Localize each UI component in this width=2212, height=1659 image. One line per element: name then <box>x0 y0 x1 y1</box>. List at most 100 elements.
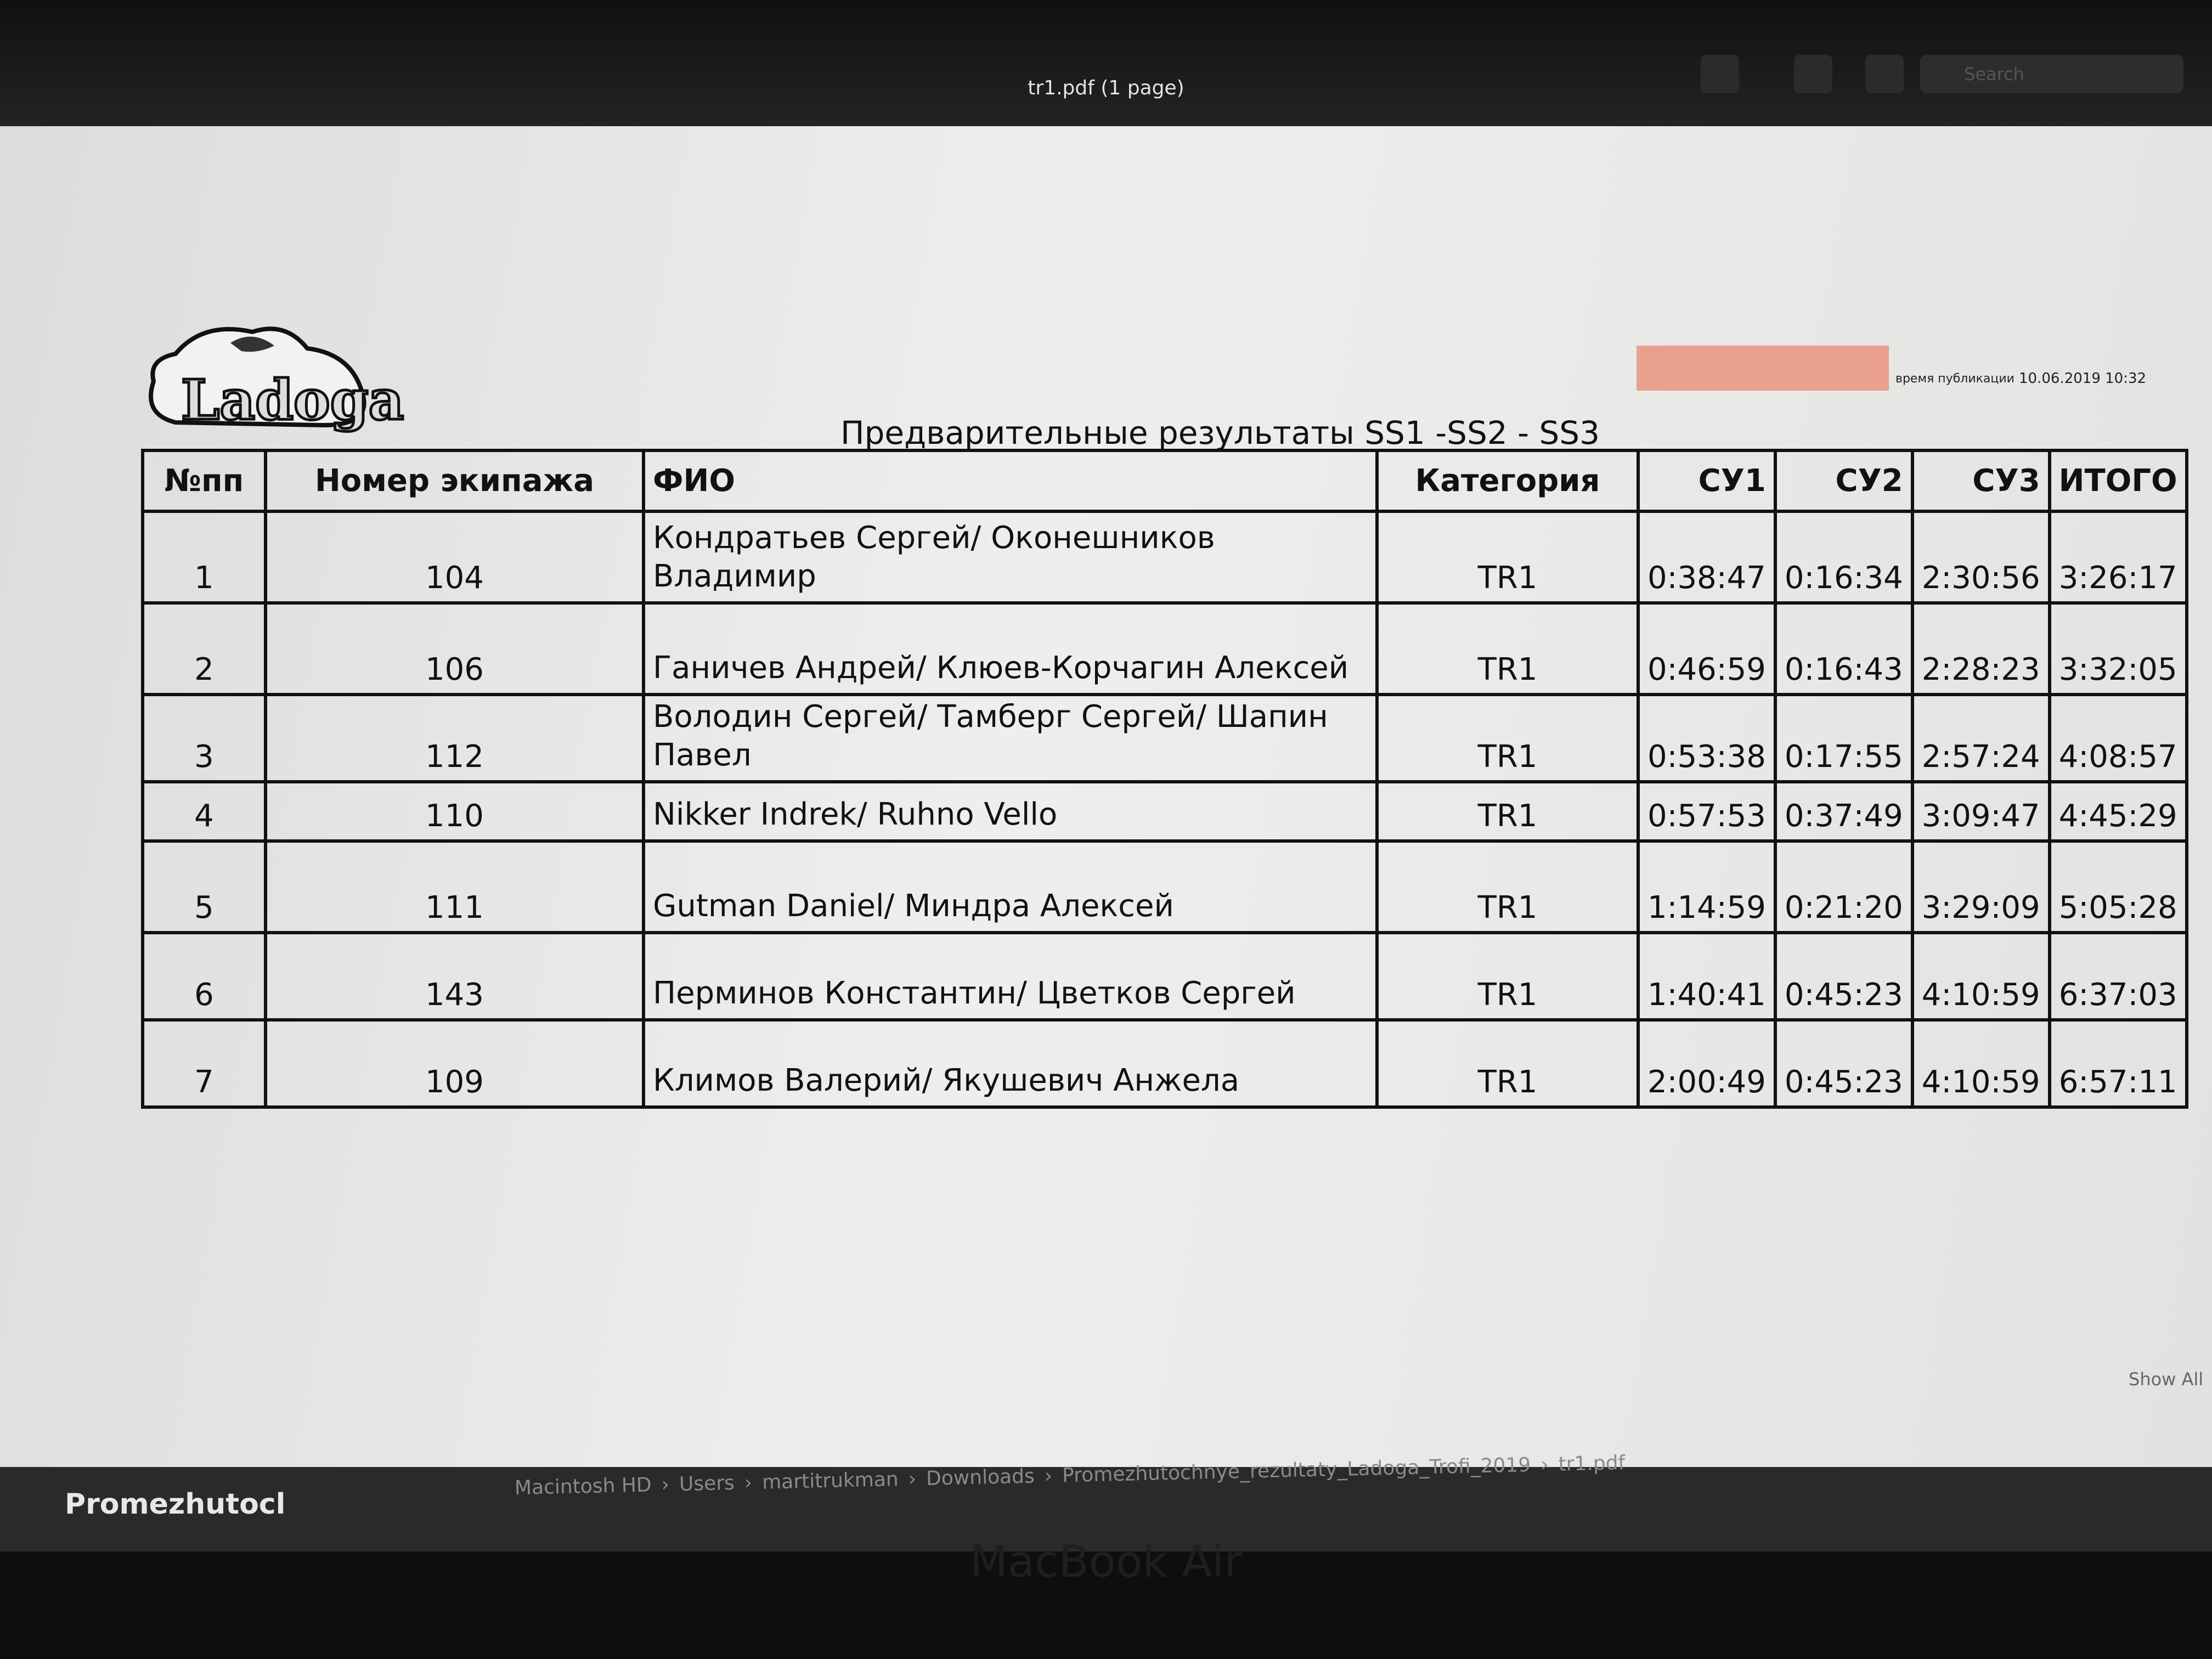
path-separator: › <box>908 1468 917 1491</box>
table-row: 5 111 Gutman Daniel/ Миндра Алексей TR1 1:14… <box>141 839 2188 934</box>
table-cell: 6:37:03 <box>2047 931 2188 1022</box>
results-table: №пп Номер экипажа ФИО Категория СУ1 СУ2 СУ3 ИТО… <box>141 449 2188 1109</box>
table-cell: 6 <box>141 931 267 1022</box>
table-cell: 1:14:59 <box>1637 839 1777 934</box>
document-title: Предварительные результаты SS1 -SS2 - SS… <box>840 414 1600 452</box>
table-row: 6 143 Перминов Константин/ Цветков Сергей T… <box>141 931 2188 1022</box>
table-cell: 3 <box>141 693 267 783</box>
table-cell: 2 <box>141 601 267 696</box>
header-cell: СУ2 <box>1773 449 1914 513</box>
table-cell: 5 <box>141 839 267 934</box>
table-cell: 4:10:59 <box>1910 1018 2051 1109</box>
path-item[interactable]: Macintosh HD <box>514 1474 652 1499</box>
table-row: 7 109 Климов Валерий/ Якушевич Анжела TR1 2:… <box>141 1018 2188 1109</box>
table-row: 4 110 Nikker Indrek/ Ruhno Vello TR1 0:57:53… <box>141 780 2188 843</box>
finder-bar <box>0 1467 2212 1551</box>
table-cell: Nikker Indrek/ Ruhno Vello <box>642 780 1379 843</box>
table-cell: 2:30:56 <box>1910 510 2051 605</box>
table-cell: Климов Валерий/ Якушевич Анжела <box>642 1018 1379 1109</box>
window-title: tr1.pdf (1 page) <box>1028 77 1184 99</box>
path-separator: › <box>661 1473 670 1496</box>
table-cell: 143 <box>264 931 645 1022</box>
table-cell: 0:37:49 <box>1773 780 1914 843</box>
table-cell: 3:29:09 <box>1910 839 2051 934</box>
table-cell: 0:16:34 <box>1773 510 1914 605</box>
table-cell: 2:00:49 <box>1637 1018 1777 1109</box>
table-cell: 4:10:59 <box>1910 931 2051 1022</box>
markup-button[interactable] <box>1701 55 1739 93</box>
search-field[interactable]: Search <box>1920 55 2183 93</box>
table-cell: 4:45:29 <box>2047 780 2188 843</box>
table-cell: 2:57:24 <box>1910 693 2051 783</box>
path-item[interactable]: Users <box>679 1471 735 1496</box>
header-cell: ФИО <box>642 449 1379 513</box>
table-cell: TR1 <box>1375 931 1640 1022</box>
highlight-box <box>1637 346 1889 391</box>
table-cell: 7 <box>141 1018 267 1109</box>
table-cell: Gutman Daniel/ Миндра Алексей <box>642 839 1379 934</box>
table-cell: 1 <box>141 510 267 605</box>
table-cell: Володин Сергей/ Тамберг Сергей/ Шапин Па… <box>642 693 1379 783</box>
table-cell: 3:32:05 <box>2047 601 2188 696</box>
table-cell: 0:53:38 <box>1637 693 1777 783</box>
header-cell: Категория <box>1375 449 1640 513</box>
rotate-button[interactable] <box>1794 55 1832 93</box>
path-separator: › <box>1540 1453 1549 1476</box>
sidebar-item[interactable]: Promezhutocl <box>65 1488 286 1521</box>
table-cell: 3:09:47 <box>1910 780 2051 843</box>
table-cell: 0:57:53 <box>1637 780 1777 843</box>
header-cell: Номер экипажа <box>264 449 645 513</box>
table-cell: 0:46:59 <box>1637 601 1777 696</box>
table-cell: 0:21:20 <box>1773 839 1914 934</box>
header-cell: СУ3 <box>1910 449 2051 513</box>
table-row: 3 112 Володин Сергей/ Тамберг Сергей/ Шапи… <box>141 693 2188 783</box>
table-cell: TR1 <box>1375 780 1640 843</box>
table-cell: 109 <box>264 1018 645 1109</box>
table-cell: Ганичев Андрей/ Клюев-Корчагин Алексей <box>642 601 1379 696</box>
table-cell: 4 <box>141 780 267 843</box>
title-bar: Search tr1.pdf (1 page) <box>0 0 2212 126</box>
table-cell: 2:28:23 <box>1910 601 2051 696</box>
table-cell: 0:16:43 <box>1773 601 1914 696</box>
table-cell: 104 <box>264 510 645 605</box>
header-cell: ИТОГО <box>2047 449 2188 513</box>
table-cell: 0:17:55 <box>1773 693 1914 783</box>
show-all[interactable]: Show All <box>2129 1369 2204 1390</box>
table-cell: TR1 <box>1375 510 1640 605</box>
table-cell: TR1 <box>1375 1018 1640 1109</box>
laptop-label: MacBook Air <box>969 1536 1243 1587</box>
header-row: №пп Номер экипажа ФИО Категория СУ1 СУ2 СУ3 ИТО… <box>141 449 2188 513</box>
logo-text: Ladoga <box>179 366 405 434</box>
table-cell: 4:08:57 <box>2047 693 2188 783</box>
table-cell: 0:45:23 <box>1773 931 1914 1022</box>
table-cell: Кондратьев Сергей/ Оконешников Владимир <box>642 510 1379 605</box>
path-separator: › <box>744 1471 753 1494</box>
publish-label: время публикации <box>1895 372 2015 386</box>
table-cell: 5:05:28 <box>2047 839 2188 934</box>
path-separator: › <box>1044 1464 1053 1488</box>
table-cell: 6:57:11 <box>2047 1018 2188 1109</box>
table-cell: TR1 <box>1375 601 1640 696</box>
table-cell: TR1 <box>1375 839 1640 934</box>
table-cell: TR1 <box>1375 693 1640 783</box>
table-cell: 0:45:23 <box>1773 1018 1914 1109</box>
annotate-button[interactable] <box>1865 55 1904 93</box>
table-cell: 112 <box>264 693 645 783</box>
table-cell: 1:40:41 <box>1637 931 1777 1022</box>
path-item[interactable]: martitrukman <box>761 1468 899 1494</box>
table-cell: 3:26:17 <box>2047 510 2188 605</box>
header-cell: №пп <box>141 449 267 513</box>
table-cell: Перминов Константин/ Цветков Сергей <box>642 931 1379 1022</box>
table-row: 1 104 Кондратьев Сергей/ Оконешников Влади… <box>141 510 2188 605</box>
table-row: 2 106 Ганичев Андрей/ Клюев-Корчагин Алекс… <box>141 601 2188 696</box>
table-cell: 106 <box>264 601 645 696</box>
header-cell: СУ1 <box>1637 449 1777 513</box>
publish-time: 10.06.2019 10:32 <box>2019 370 2147 387</box>
path-item[interactable]: Downloads <box>926 1465 1035 1490</box>
path-item[interactable]: tr1.pdf <box>1558 1452 1626 1476</box>
logo-shape <box>149 326 366 428</box>
table-cell: 110 <box>264 780 645 843</box>
table-cell: 0:38:47 <box>1637 510 1777 605</box>
table-cell: 111 <box>264 839 645 934</box>
